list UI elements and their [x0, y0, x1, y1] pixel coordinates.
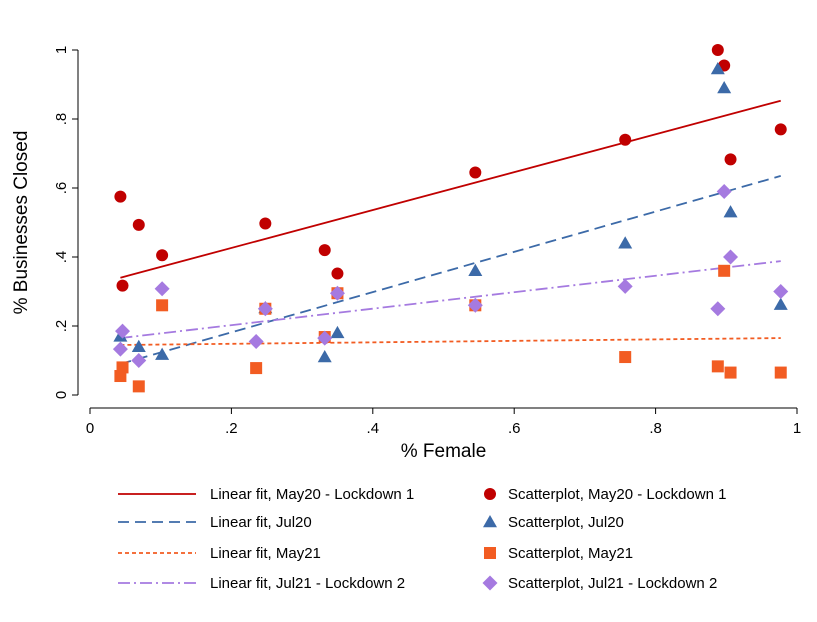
y-tick-label: 0 [53, 391, 70, 399]
legend-label: Scatterplot, Jul21 - Lockdown 2 [508, 575, 717, 592]
scatter-point [716, 183, 732, 199]
scatter-point [116, 361, 129, 374]
y-tick-label: .8 [53, 113, 70, 126]
legend-label: Linear fit, Jul21 - Lockdown 2 [210, 575, 405, 592]
legend: Linear fit, May20 - Lockdown 1 Scatterplo… [118, 486, 726, 592]
scatter-point [318, 244, 331, 257]
legend-marker-swatch [483, 515, 497, 528]
scatter-point [156, 299, 169, 312]
scatter-point [723, 205, 738, 218]
scatter-point [468, 263, 483, 277]
scatter-point [618, 236, 633, 249]
x-tick-label: .6 [508, 420, 521, 437]
scatter-point [115, 323, 131, 339]
scatter-point [248, 334, 264, 350]
scatter-point [112, 341, 128, 357]
fit-line-1 [120, 175, 781, 365]
scatter-point [774, 123, 787, 136]
scatter-point [259, 217, 272, 230]
scatter-point [257, 301, 273, 317]
scatter-point [131, 339, 146, 352]
fit-line-2 [120, 337, 781, 346]
scatter-point [773, 297, 788, 310]
fit-lines [120, 99, 781, 365]
fit-line-0 [120, 99, 781, 279]
scatter-point [711, 360, 724, 373]
legend-marker-swatch [484, 488, 496, 500]
scatter-point [131, 353, 147, 368]
axes: % Female % Businesses Closed 0 .2 .4 .6 .8 1 0… [11, 46, 801, 462]
scatter-series-0 [114, 44, 787, 292]
y-axis-title: % Businesses Closed [11, 131, 32, 315]
legend-label: Linear fit, Jul20 [210, 514, 312, 531]
scatter-point [619, 133, 632, 146]
scatter-point [154, 281, 170, 297]
x-tick-label: 1 [793, 420, 801, 437]
scatter-point [724, 153, 737, 166]
x-axis-title: % Female [401, 441, 487, 462]
scatter-point [710, 301, 726, 317]
scatter-point [773, 284, 789, 299]
legend-marker-swatch [484, 547, 496, 559]
y-tick-label: 1 [53, 46, 70, 54]
scatter-point [317, 330, 333, 346]
legend-label: Scatterplot, Jul20 [508, 514, 624, 531]
scatter-point [331, 267, 344, 280]
y-tick-label: .6 [53, 182, 70, 195]
scatter-point [711, 44, 724, 56]
y-tick-label: .2 [53, 320, 70, 333]
scatter-series-3 [112, 183, 789, 368]
scatter-point [617, 278, 633, 294]
scatter-point [619, 351, 632, 364]
scatter-point [710, 61, 725, 75]
scatter-points [112, 44, 789, 393]
legend-label: Scatterplot, May21 [508, 545, 633, 562]
legend-marker-swatch [482, 575, 498, 591]
legend-label: Scatterplot, May20 - Lockdown 1 [508, 486, 726, 503]
scatter-point [724, 366, 737, 379]
scatter-point [250, 362, 263, 375]
y-tick-label: .4 [53, 251, 70, 264]
scatter-point [723, 249, 739, 265]
legend-label: Linear fit, May20 - Lockdown 1 [210, 486, 414, 503]
scatter-point [114, 190, 127, 203]
scatter-point [156, 249, 169, 262]
scatter-point [718, 264, 731, 277]
scatter-point [774, 366, 787, 379]
legend-label: Linear fit, May21 [210, 545, 321, 562]
scatter-point [717, 80, 732, 94]
fit-line-3 [120, 260, 781, 339]
x-tick-label: .2 [225, 420, 238, 437]
scatter-point [132, 218, 145, 231]
scatter-point [116, 279, 129, 292]
x-tick-label: .8 [649, 420, 662, 437]
scatter-point [469, 166, 482, 179]
scatter-point [329, 285, 345, 301]
scatter-point [155, 347, 170, 360]
scatter-point [467, 297, 483, 313]
scatter-point [317, 350, 332, 363]
x-tick-label: .4 [367, 420, 380, 437]
scatter-point [132, 380, 145, 393]
x-tick-label: 0 [86, 420, 94, 437]
scatter-point [330, 325, 345, 339]
